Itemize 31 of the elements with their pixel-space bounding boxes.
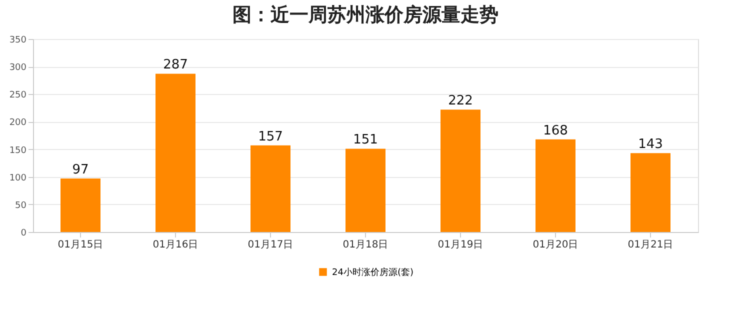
bar <box>536 139 576 232</box>
y-tick-label: 100 <box>9 173 27 184</box>
x-tick-label: 01月15日 <box>58 240 104 250</box>
x-tick-label: 01月16日 <box>152 240 198 250</box>
data-label: 151 <box>353 132 378 148</box>
data-label: 157 <box>258 129 283 144</box>
data-label: 287 <box>163 58 188 73</box>
bar <box>60 178 100 232</box>
x-tick-label: 01月18日 <box>342 240 388 250</box>
x-tick-label: 01月17日 <box>248 240 294 250</box>
x-tick-label: 01月20日 <box>532 240 578 250</box>
x-tick-label: 01月21日 <box>628 240 674 250</box>
bar <box>250 145 290 232</box>
y-tick-label: 300 <box>9 63 27 74</box>
y-tick-label: 50 <box>15 200 27 211</box>
legend-label: 24小时涨价房源(套) <box>332 267 414 278</box>
data-label: 143 <box>638 137 663 152</box>
bar <box>346 148 386 232</box>
data-label: 97 <box>72 162 89 178</box>
y-tick-label: 350 <box>9 36 27 46</box>
data-label: 222 <box>448 94 473 109</box>
bar <box>440 110 480 232</box>
chart-title: 图：近一周苏州涨价房源量走势 <box>232 4 498 26</box>
y-tick-label: 250 <box>9 90 27 101</box>
x-tick-label: 01月19日 <box>438 240 484 250</box>
data-label: 168 <box>543 123 568 138</box>
bar <box>156 74 196 232</box>
y-tick-label: 200 <box>9 118 27 128</box>
bar <box>630 153 670 232</box>
y-tick-label: 150 <box>9 146 27 156</box>
y-tick-label: 0 <box>20 228 27 238</box>
